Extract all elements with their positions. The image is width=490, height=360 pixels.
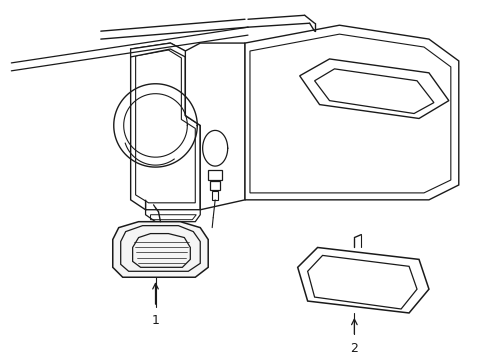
Polygon shape [113,222,208,277]
Polygon shape [212,191,218,200]
Polygon shape [131,43,200,210]
Polygon shape [298,247,429,313]
Polygon shape [210,181,220,190]
Polygon shape [146,200,200,222]
Polygon shape [185,43,245,210]
Polygon shape [208,170,222,180]
Text: 1: 1 [151,314,159,327]
Polygon shape [245,25,459,200]
Polygon shape [300,59,449,118]
Polygon shape [131,43,185,57]
Text: 2: 2 [350,342,358,355]
